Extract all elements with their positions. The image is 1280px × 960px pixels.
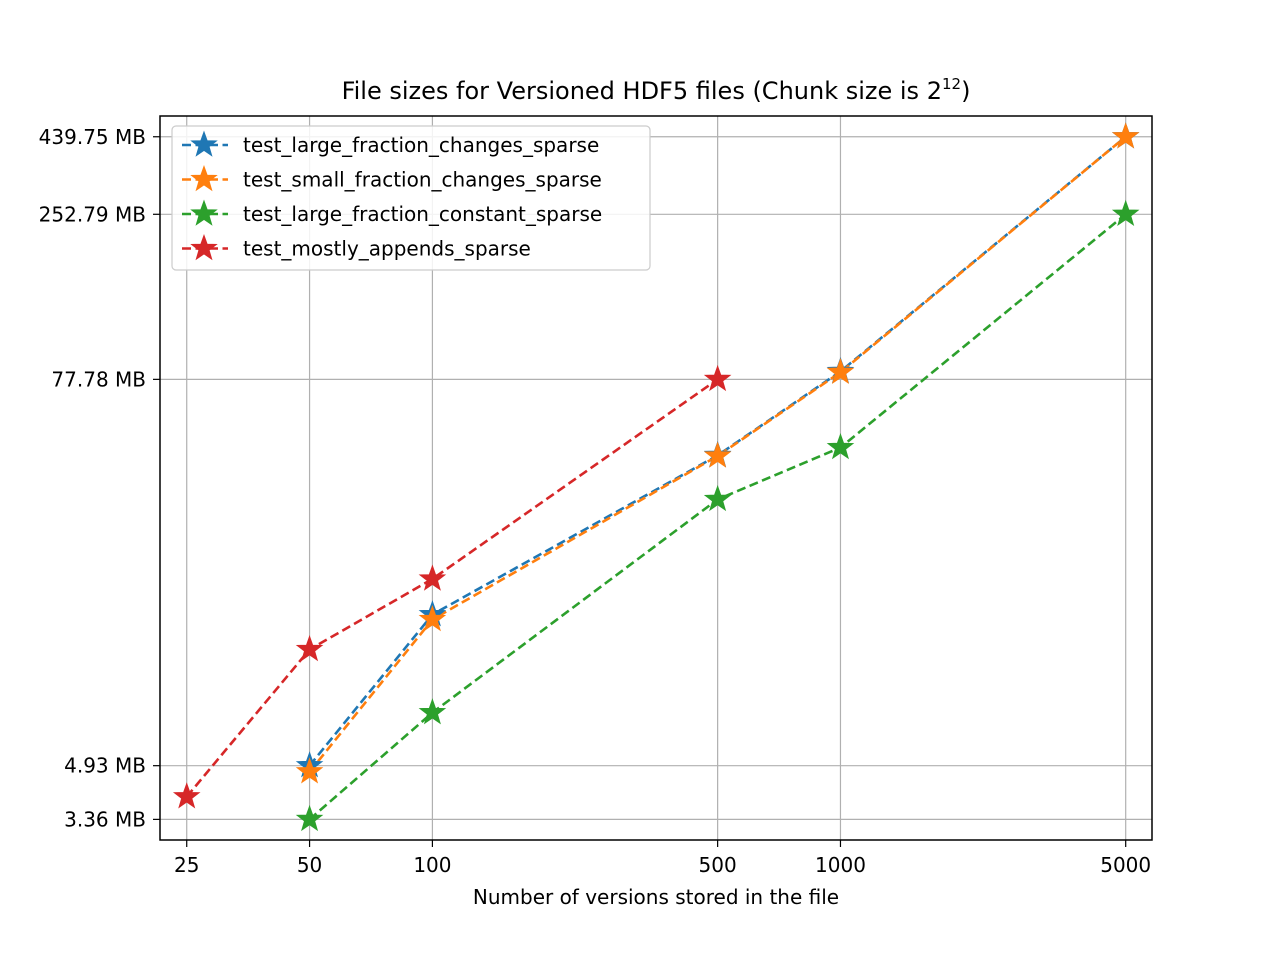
data-point-2-3 — [826, 433, 855, 460]
data-point-1-4 — [1111, 122, 1140, 149]
data-point-2-0 — [295, 804, 324, 832]
legend-label-2: test_large_fraction_constant_sparse — [243, 202, 602, 226]
y-tick-label: 4.93 MB — [64, 754, 146, 778]
x-axis-title: Number of versions stored in the file — [473, 885, 839, 909]
series-line-3 — [185, 378, 719, 798]
plot-frame — [159, 115, 1153, 841]
y-tick-label: 252.79 MB — [39, 202, 146, 226]
legend-label-1: test_small_fraction_changes_sparse — [243, 168, 602, 192]
legend: test_large_fraction_changes_sparse test_s… — [171, 125, 651, 271]
x-tick-label: 100 — [413, 853, 451, 877]
chart-title: File sizes for Versioned HDF5 files (Chu… — [342, 75, 971, 105]
data-point-3-0 — [172, 782, 201, 809]
data-point-1-1 — [418, 605, 447, 632]
x-tick-label: 1000 — [815, 853, 866, 877]
data-point-2-1 — [418, 698, 447, 725]
y-tick-label: 439.75 MB — [39, 125, 146, 149]
y-axis-ticks: 3.36 MB 4.93 MB 77.78 MB 252.79 MB 439.75 MB — [39, 125, 160, 831]
data-point-2-4 — [1111, 199, 1140, 227]
series-markers — [172, 122, 1140, 832]
data-point-3-2 — [418, 564, 447, 591]
chart-title-suffix: ) — [961, 77, 970, 105]
y-tick-label: 3.36 MB — [64, 807, 146, 831]
chart-title-main: File sizes for Versioned HDF5 files (Chu… — [342, 77, 942, 105]
x-tick-label: 25 — [174, 853, 199, 877]
x-tick-label: 5000 — [1100, 853, 1151, 877]
series-line-1 — [308, 135, 1127, 773]
y-tick-label: 77.78 MB — [51, 367, 146, 391]
chart-title-superscript: 12 — [942, 75, 961, 93]
data-point-1-2 — [703, 441, 732, 468]
legend-box — [171, 125, 651, 271]
data-point-1-3 — [826, 357, 855, 385]
x-tick-label: 500 — [699, 853, 737, 877]
data-point-3-1 — [295, 635, 324, 662]
legend-label-0: test_large_fraction_changes_sparse — [243, 133, 599, 157]
legend-marker-0 — [190, 130, 218, 157]
data-point-2-2 — [703, 484, 732, 512]
data-point-3-3 — [703, 364, 732, 392]
data-point-1-0 — [295, 757, 324, 784]
legend-label-3: test_mostly_appends_sparse — [243, 237, 531, 261]
legend-marker-1 — [190, 165, 218, 192]
x-axis-ticks: 25 50 100 500 1000 5000 — [174, 840, 1151, 877]
x-tick-label: 50 — [297, 853, 322, 877]
legend-marker-3 — [190, 234, 218, 261]
legend-marker-2 — [190, 199, 218, 226]
